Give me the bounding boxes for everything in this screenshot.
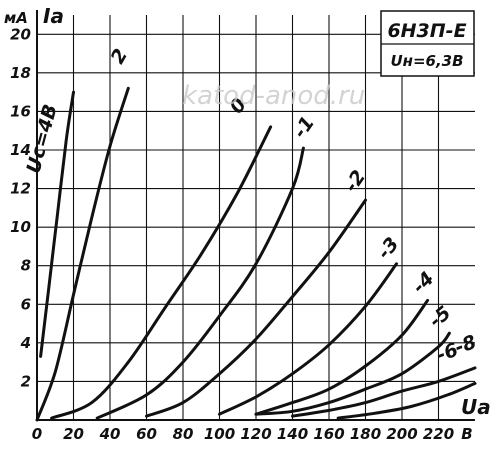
y-tick-label: 20 (10, 25, 31, 43)
tube-info-box: 6Н3П-Е Uн=6,3В (380, 10, 475, 77)
y-tick-label: 12 (10, 180, 31, 198)
curve-grid-voltage (35, 86, 130, 422)
x-tick-label: 160 (313, 425, 344, 443)
x-tick-label: 120 (240, 425, 271, 443)
y-tick-label: 2 (21, 372, 31, 390)
x-tick-label: 20 (63, 425, 84, 443)
x-tick-label: 60 (136, 425, 157, 443)
curve-grid-voltage (254, 298, 430, 416)
y-axis-label: Ia (43, 4, 64, 28)
y-tick-label: 18 (10, 64, 31, 82)
watermark: katod-anod.ru (182, 81, 365, 111)
x-axis-label: Ua (461, 395, 491, 419)
curve-label: -1 (289, 112, 319, 142)
curve-grid-voltage (145, 198, 367, 418)
y-tick-label: 10 (10, 218, 31, 236)
curve-grid-voltage (218, 262, 398, 416)
y-tick-label: 14 (10, 141, 31, 159)
x-tick-label: 0 (32, 425, 42, 443)
grid (37, 15, 475, 420)
curve-label: -5 (425, 302, 455, 332)
y-tick-label: 16 (10, 102, 31, 120)
y-tick-label: 6 (21, 295, 31, 313)
curve-grid-voltage (50, 125, 273, 420)
heater-voltage: Uн=6,3В (390, 52, 463, 70)
labels: 0 20 40 60 80 100 120 140 160 180 200 220 В 2 4 6 8 10 12 1… (10, 25, 479, 443)
x-tick-label: 140 (277, 425, 308, 443)
anode-characteristics (35, 86, 477, 422)
x-tick-label: 200 (386, 425, 417, 443)
x-tick-label: 220 (423, 425, 454, 443)
curve-grid-voltage (254, 331, 451, 416)
x-tick-label: 180 (350, 425, 381, 443)
curve-grid-voltage (95, 146, 305, 420)
curve-label: -3 (373, 233, 403, 263)
curve-label: -4 (408, 267, 438, 297)
x-tick-label: В (461, 425, 472, 443)
x-tick-label: 80 (173, 425, 194, 443)
x-tick-label: 40 (99, 425, 121, 443)
y-unit: мА (4, 9, 28, 27)
axes (36, 10, 475, 421)
curve-grid-voltage (39, 90, 75, 358)
curve-grid-voltage (336, 381, 477, 420)
tube-type: 6Н3П-Е (387, 20, 466, 42)
curve-grid-voltage (291, 366, 477, 418)
y-tick-label: 8 (21, 257, 31, 275)
y-tick-label: 4 (20, 334, 31, 352)
x-tick-label: 100 (204, 425, 235, 443)
